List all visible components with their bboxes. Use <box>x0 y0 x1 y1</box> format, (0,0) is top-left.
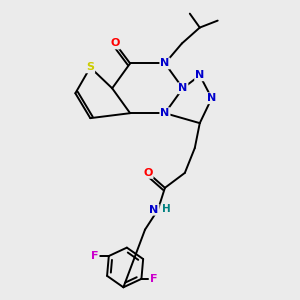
Text: F: F <box>91 251 99 261</box>
Text: O: O <box>143 168 153 178</box>
Text: N: N <box>195 70 204 80</box>
Text: O: O <box>110 38 120 49</box>
Text: N: N <box>178 83 188 93</box>
Text: N: N <box>207 93 216 103</box>
Text: N: N <box>160 108 170 118</box>
Text: N: N <box>149 205 159 215</box>
Text: H: H <box>162 204 170 214</box>
Text: S: S <box>86 62 94 72</box>
Text: F: F <box>150 274 157 284</box>
Text: N: N <box>160 58 170 68</box>
